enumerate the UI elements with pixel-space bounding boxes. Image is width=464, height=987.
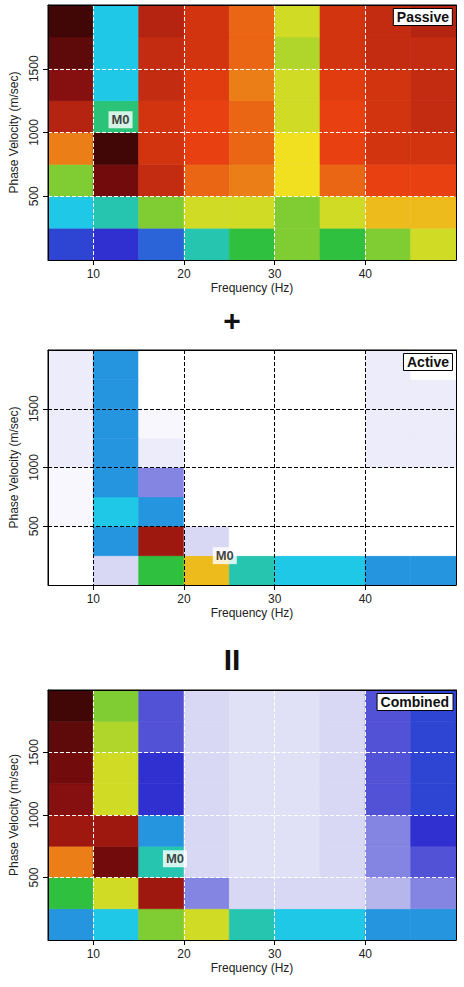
svg-text:30: 30	[268, 267, 282, 281]
svg-text:500: 500	[27, 516, 41, 536]
svg-text:Phase Velocity (m/sec): Phase Velocity (m/sec)	[7, 406, 21, 528]
svg-text:10: 10	[87, 592, 101, 606]
svg-text:Phase Velocity (m/sec): Phase Velocity (m/sec)	[7, 71, 21, 193]
svg-text:II: II	[224, 643, 241, 676]
svg-text:500: 500	[27, 867, 41, 887]
svg-text:Passive: Passive	[397, 9, 449, 25]
svg-text:Combined: Combined	[381, 694, 449, 710]
svg-text:Frequency (Hz): Frequency (Hz)	[211, 606, 294, 620]
svg-text:10: 10	[87, 267, 101, 281]
svg-text:1500: 1500	[27, 395, 41, 422]
svg-text:40: 40	[359, 592, 373, 606]
svg-text:M0: M0	[216, 548, 234, 563]
svg-text:10: 10	[87, 947, 101, 961]
svg-text:30: 30	[268, 947, 282, 961]
svg-text:20: 20	[177, 947, 191, 961]
svg-text:1000: 1000	[27, 454, 41, 481]
svg-text:Phase Velocity (m/sec): Phase Velocity (m/sec)	[7, 754, 21, 876]
svg-text:500: 500	[27, 186, 41, 206]
svg-text:M0: M0	[112, 112, 130, 127]
svg-text:1500: 1500	[27, 739, 41, 766]
svg-text:M0: M0	[166, 851, 184, 866]
svg-text:Frequency (Hz): Frequency (Hz)	[211, 961, 294, 975]
svg-text:Frequency (Hz): Frequency (Hz)	[211, 281, 294, 295]
svg-text:30: 30	[268, 592, 282, 606]
svg-text:1000: 1000	[27, 119, 41, 146]
svg-text:1500: 1500	[27, 55, 41, 82]
svg-text:40: 40	[359, 267, 373, 281]
svg-text:20: 20	[177, 592, 191, 606]
svg-text:1000: 1000	[27, 801, 41, 828]
svg-text:+: +	[223, 304, 241, 337]
svg-text:40: 40	[359, 947, 373, 961]
svg-text:Active: Active	[407, 354, 449, 370]
svg-text:20: 20	[177, 267, 191, 281]
